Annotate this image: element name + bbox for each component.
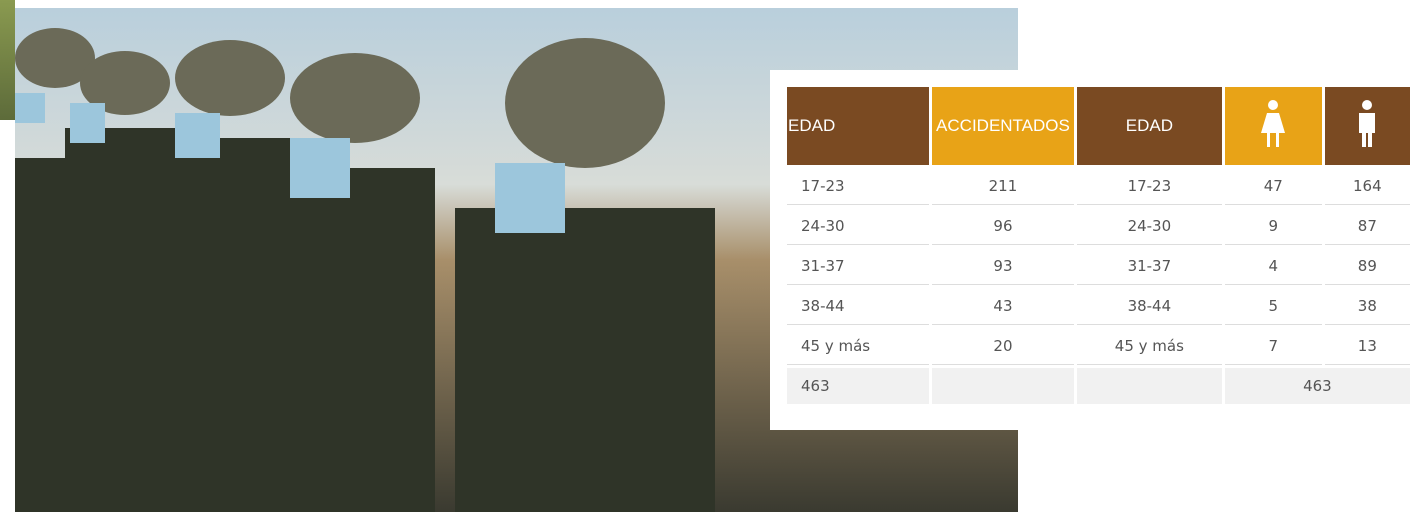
male-icon bbox=[1352, 99, 1382, 149]
table-cell: 17-23 bbox=[1077, 168, 1222, 205]
header-row: EDAD ACCIDENTADOS EDAD bbox=[787, 87, 1410, 165]
table-cell: 87 bbox=[1325, 208, 1410, 245]
table-cell: 24-30 bbox=[787, 208, 929, 245]
table-cell: 31-37 bbox=[787, 248, 929, 285]
table-cell: 38-44 bbox=[1077, 288, 1222, 325]
table-cell: 38 bbox=[1325, 288, 1410, 325]
table-cell: 43 bbox=[932, 288, 1074, 325]
table-cell: 24-30 bbox=[1077, 208, 1222, 245]
total-row: 463 463 bbox=[787, 368, 1410, 404]
table-cell bbox=[932, 368, 1074, 404]
table-cell: 9 bbox=[1225, 208, 1322, 245]
table-cell: 463 bbox=[787, 368, 929, 404]
female-icon-cell bbox=[1225, 87, 1322, 165]
table-cell: 5 bbox=[1225, 288, 1322, 325]
table-cell: 47 bbox=[1225, 168, 1322, 205]
table-cell: 211 bbox=[932, 168, 1074, 205]
thumbnail-photo bbox=[0, 0, 15, 120]
table-cell: 45 y más bbox=[1077, 328, 1222, 365]
header-cell: ACCIDENTADOS bbox=[932, 87, 1074, 165]
table-cell: 20 bbox=[932, 328, 1074, 365]
table-cell: 93 bbox=[932, 248, 1074, 285]
table-cell: 463 bbox=[1225, 368, 1410, 404]
header-cell: EDAD bbox=[1077, 87, 1222, 165]
table-cell: 164 bbox=[1325, 168, 1410, 205]
table-cell: 4 bbox=[1225, 248, 1322, 285]
male-icon-cell bbox=[1325, 87, 1410, 165]
table-cell: 31-37 bbox=[1077, 248, 1222, 285]
table-cell: 89 bbox=[1325, 248, 1410, 285]
table-cell: 38-44 bbox=[787, 288, 929, 325]
table-cell: 96 bbox=[932, 208, 1074, 245]
table-cell: 13 bbox=[1325, 328, 1410, 365]
table-cell: 7 bbox=[1225, 328, 1322, 365]
table-cell: 45 y más bbox=[787, 328, 929, 365]
page: EDAD ACCIDENTADOS EDAD 17-2321117-234716… bbox=[0, 0, 1413, 512]
table-cell: 17-23 bbox=[787, 168, 929, 205]
header-cell: EDAD bbox=[787, 87, 929, 165]
table-cell bbox=[1077, 368, 1222, 404]
female-icon bbox=[1258, 99, 1288, 149]
